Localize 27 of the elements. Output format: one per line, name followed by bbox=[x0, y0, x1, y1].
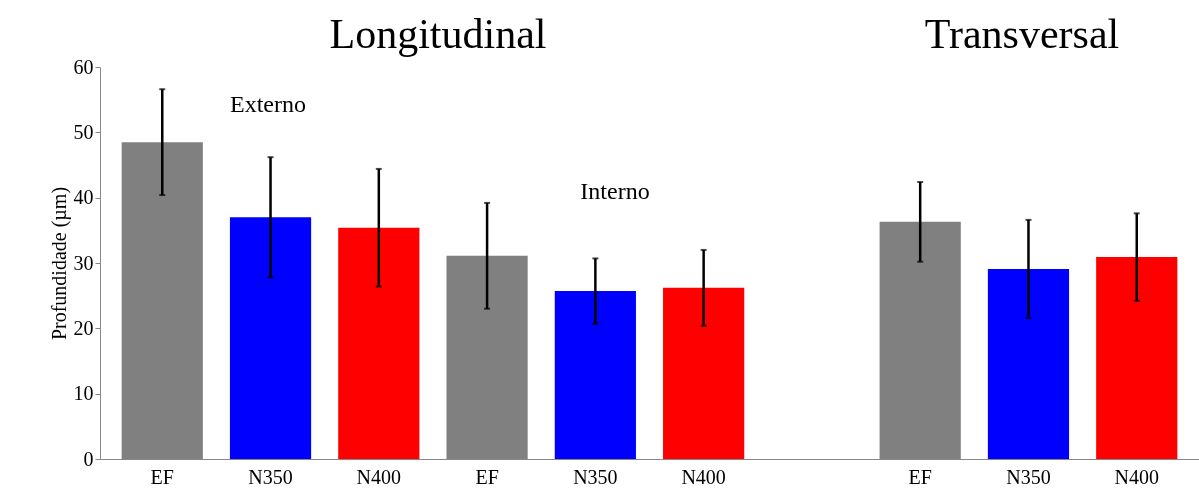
bar bbox=[987, 268, 1070, 459]
x-tick-label: N350 bbox=[1006, 465, 1051, 488]
x-tick-label: N400 bbox=[681, 465, 726, 488]
y-axis-title: Profundidade (µm) bbox=[47, 186, 71, 341]
x-tick-label: EF bbox=[908, 465, 932, 488]
y-tick-label: 20 bbox=[73, 316, 94, 339]
bar bbox=[338, 227, 420, 459]
y-tick-label: 40 bbox=[73, 186, 94, 209]
y-tick-label: 60 bbox=[73, 55, 94, 78]
bar bbox=[1096, 257, 1178, 459]
annotation: Externo bbox=[230, 91, 306, 117]
y-tick-label: 30 bbox=[73, 251, 94, 274]
bar bbox=[663, 287, 745, 459]
text: Transversal bbox=[924, 11, 1120, 57]
x-tick-label: N400 bbox=[356, 465, 402, 488]
annotation: Interno bbox=[580, 178, 650, 204]
x-tick-label: N350 bbox=[248, 465, 293, 488]
bar bbox=[229, 217, 312, 459]
y-tick-label: 0 bbox=[83, 447, 94, 470]
x-tick-label: N350 bbox=[573, 465, 618, 488]
text: Longitudinal bbox=[329, 11, 547, 57]
y-tick-label: 10 bbox=[73, 382, 94, 405]
x-tick-label: EF bbox=[475, 465, 499, 488]
y-tick-label: 50 bbox=[73, 120, 94, 143]
x-tick-label: EF bbox=[150, 465, 174, 488]
x-tick-label: N400 bbox=[1114, 465, 1159, 488]
bar bbox=[554, 291, 636, 459]
